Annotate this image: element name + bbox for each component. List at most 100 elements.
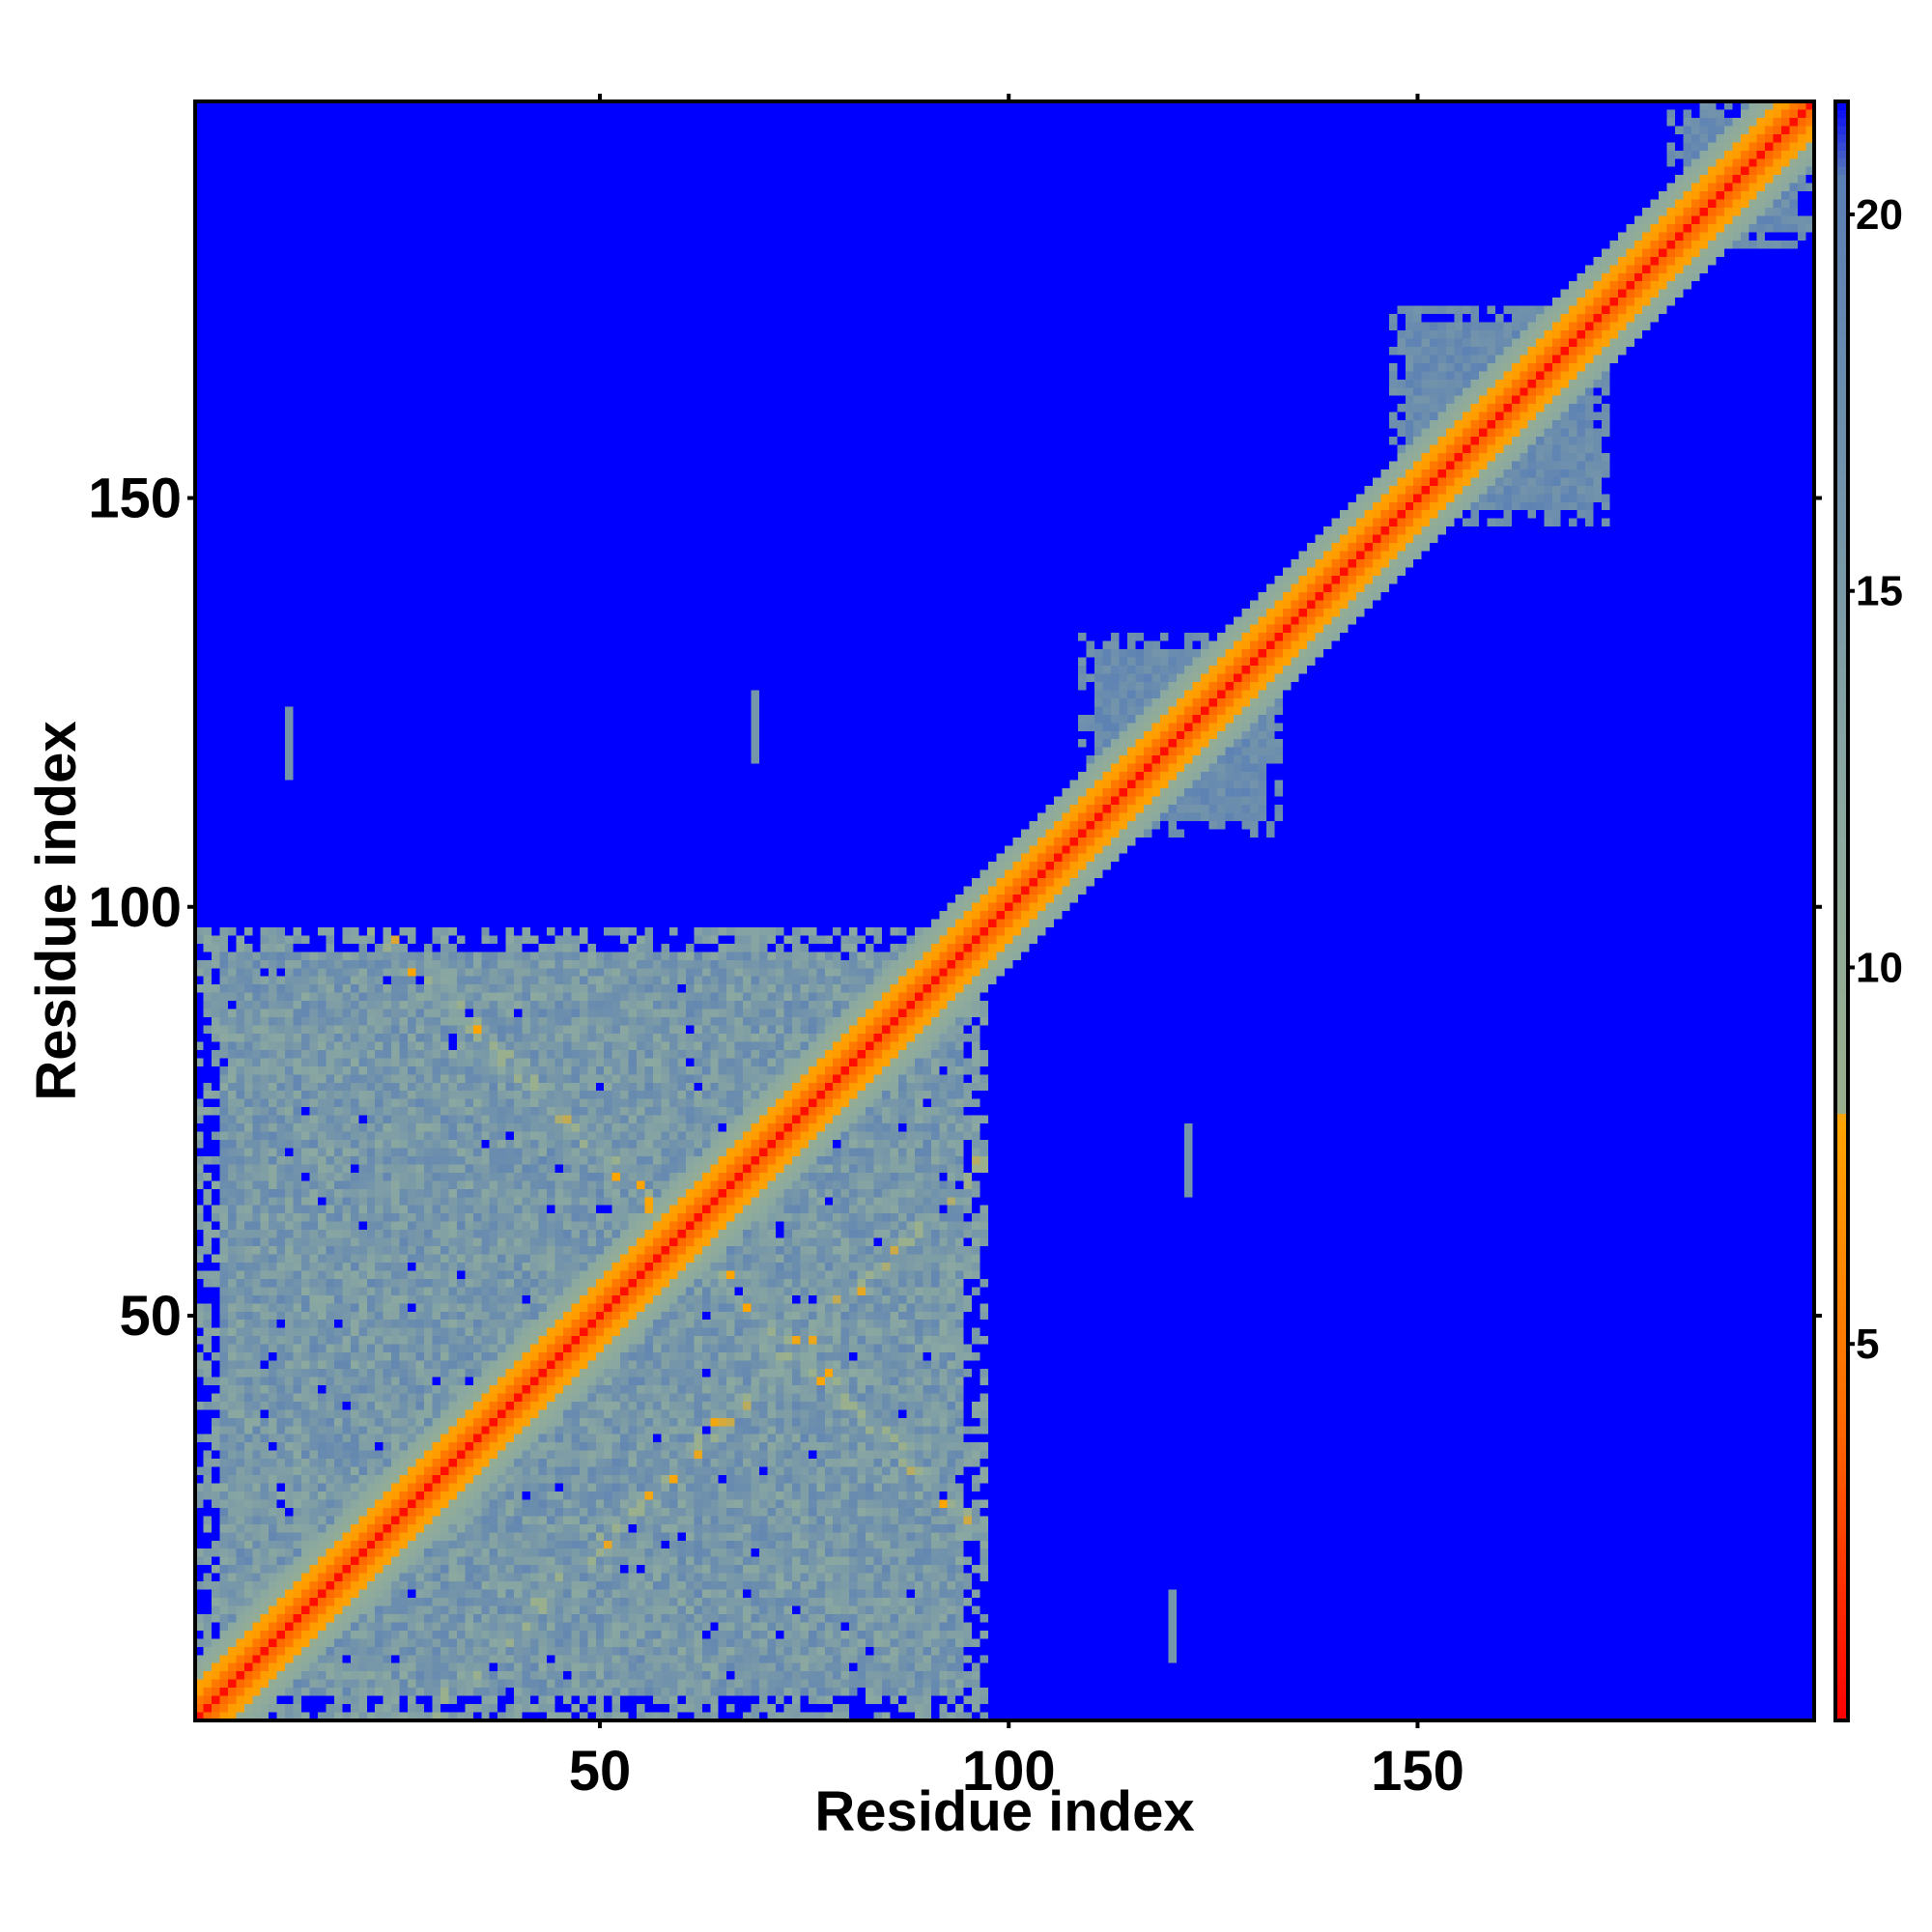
colorbar-segment bbox=[1835, 157, 1848, 167]
colorbar-segment bbox=[1835, 806, 1848, 815]
colorbar-segment bbox=[1835, 1316, 1848, 1324]
colorbar-segment bbox=[1835, 457, 1848, 467]
colorbar-segment bbox=[1835, 497, 1848, 507]
colorbar-segment bbox=[1835, 1590, 1848, 1600]
colorbar-segment bbox=[1835, 1065, 1848, 1074]
colorbar-segment bbox=[1835, 1161, 1848, 1171]
colorbar-segment bbox=[1835, 976, 1848, 985]
colorbar-segment bbox=[1835, 1210, 1848, 1220]
colorbar-segment bbox=[1835, 141, 1848, 151]
colorbar-segment bbox=[1835, 1405, 1848, 1414]
colorbar-segment bbox=[1835, 1623, 1848, 1633]
colorbar-segment bbox=[1835, 886, 1848, 895]
y-tick-label: 50 bbox=[119, 1285, 182, 1348]
colorbar-segment bbox=[1835, 263, 1848, 272]
colorbar-segment bbox=[1835, 1680, 1848, 1690]
heatmap-cells bbox=[195, 101, 1814, 1720]
colorbar-segment bbox=[1835, 1008, 1848, 1017]
colorbar-segment bbox=[1835, 546, 1848, 555]
heatmap-image bbox=[195, 101, 1814, 1720]
colorbar-segment bbox=[1835, 1518, 1848, 1527]
colorbar-segment bbox=[1835, 716, 1848, 725]
colorbar-segment bbox=[1835, 166, 1848, 176]
colorbar-segment bbox=[1835, 522, 1848, 531]
colorbar-segment bbox=[1835, 1266, 1848, 1276]
colorbar-segment bbox=[1835, 627, 1848, 637]
colorbar-segment bbox=[1835, 1137, 1848, 1147]
colorbar-segment bbox=[1835, 943, 1848, 952]
colorbar-segment bbox=[1835, 182, 1848, 191]
colorbar-segment bbox=[1835, 862, 1848, 871]
colorbar-segment bbox=[1835, 1348, 1848, 1357]
colorbar-segment bbox=[1835, 538, 1848, 548]
colorbar-segment bbox=[1835, 724, 1848, 734]
colorbar-segment bbox=[1835, 951, 1848, 960]
colorbar-segment bbox=[1835, 296, 1848, 305]
colorbar-segment bbox=[1835, 911, 1848, 920]
colorbar-segment bbox=[1835, 344, 1848, 354]
colorbar-segment bbox=[1835, 1259, 1848, 1268]
colorbar-segment bbox=[1835, 651, 1848, 661]
colorbar-segment bbox=[1835, 756, 1848, 766]
colorbar-segment bbox=[1835, 473, 1848, 483]
colorbar-segment bbox=[1835, 1712, 1848, 1721]
colorbar-segment bbox=[1835, 514, 1848, 524]
colorbar-segment bbox=[1835, 1380, 1848, 1390]
colorbar-segment bbox=[1835, 1072, 1848, 1082]
colorbar-segment bbox=[1835, 1655, 1848, 1664]
colorbar-segment bbox=[1835, 1663, 1848, 1673]
colorbar-segment bbox=[1835, 1469, 1848, 1479]
colorbar-segment bbox=[1835, 1550, 1848, 1559]
colorbar-segment bbox=[1835, 1477, 1848, 1487]
colorbar-segment bbox=[1835, 336, 1848, 345]
colorbar-segment bbox=[1835, 1388, 1848, 1398]
colorbar-segment bbox=[1835, 1242, 1848, 1252]
colorbar-segment bbox=[1835, 279, 1848, 289]
colorbar-segment bbox=[1835, 603, 1848, 612]
colorbar-segment bbox=[1835, 562, 1848, 572]
colorbar-segment bbox=[1835, 133, 1848, 143]
colorbar-segment bbox=[1835, 1024, 1848, 1034]
colorbar-segment bbox=[1835, 668, 1848, 677]
colorbar-segment bbox=[1835, 991, 1848, 1001]
colorbar-segment bbox=[1835, 1096, 1848, 1106]
colorbar-segment bbox=[1835, 1485, 1848, 1494]
colorbar-segment bbox=[1835, 845, 1848, 855]
colorbar-segment bbox=[1835, 1575, 1848, 1584]
colorbar-segment bbox=[1835, 611, 1848, 620]
axis-ticks: 50 100 150 50 100 150 bbox=[88, 94, 1822, 1803]
colorbar-segment bbox=[1835, 926, 1848, 936]
colorbar-tick-label: 5 bbox=[1856, 1321, 1879, 1368]
colorbar-segment bbox=[1835, 1688, 1848, 1697]
colorbar-segment bbox=[1835, 1235, 1848, 1244]
colorbar-segment bbox=[1835, 1218, 1848, 1228]
y-tick-label: 100 bbox=[88, 876, 182, 939]
colorbar-segment bbox=[1835, 1542, 1848, 1551]
colorbar-segment bbox=[1835, 1250, 1848, 1260]
colorbar-segment bbox=[1835, 902, 1848, 912]
colorbar-tick-label: 10 bbox=[1856, 944, 1903, 991]
colorbar-segment bbox=[1835, 287, 1848, 297]
colorbar-segment bbox=[1835, 1615, 1848, 1625]
colorbar-segment bbox=[1835, 813, 1848, 823]
colorbar-segment bbox=[1835, 919, 1848, 928]
colorbar-segment bbox=[1835, 1331, 1848, 1341]
colorbar-segment bbox=[1835, 1671, 1848, 1681]
colorbar-segment bbox=[1835, 270, 1848, 280]
colorbar-segment bbox=[1835, 401, 1848, 411]
colorbar-segment bbox=[1835, 1307, 1848, 1317]
colorbar-segment bbox=[1835, 320, 1848, 329]
colorbar-segment bbox=[1835, 821, 1848, 831]
colorbar-segment bbox=[1835, 660, 1848, 669]
colorbar-segment bbox=[1835, 765, 1848, 775]
colorbar: 5 10 15 20 bbox=[1833, 99, 1903, 1722]
colorbar-segment bbox=[1835, 1089, 1848, 1098]
colorbar-segment bbox=[1835, 1355, 1848, 1365]
colorbar-segment bbox=[1835, 983, 1848, 993]
colorbar-segment bbox=[1835, 692, 1848, 701]
colorbar-segment bbox=[1835, 206, 1848, 215]
colorbar-segment bbox=[1835, 732, 1848, 742]
colorbar-segment bbox=[1835, 303, 1848, 313]
colorbar-segment bbox=[1835, 878, 1848, 888]
colorbar-segment bbox=[1835, 449, 1848, 459]
